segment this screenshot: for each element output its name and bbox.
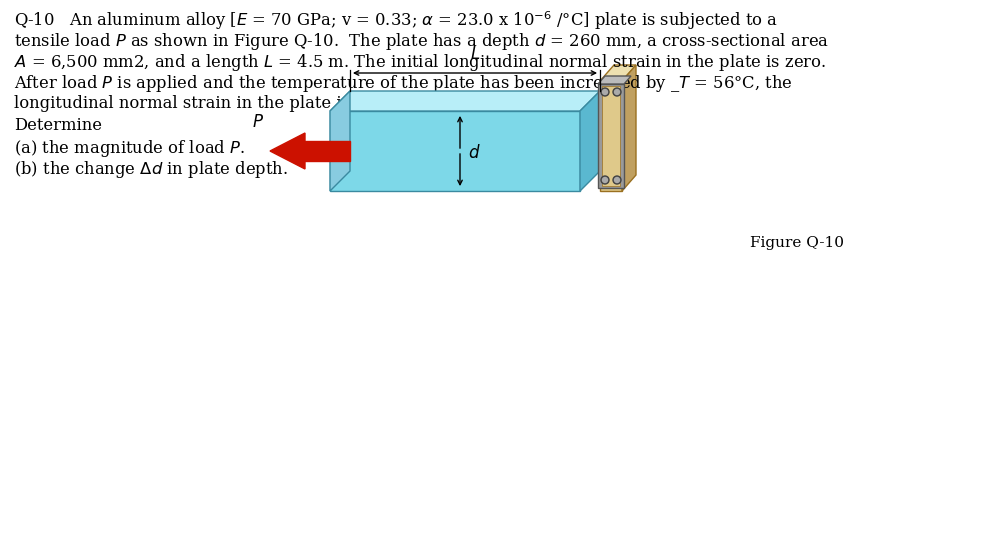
Polygon shape: [330, 91, 600, 111]
Circle shape: [613, 88, 621, 96]
Text: $P$: $P$: [252, 114, 264, 131]
Polygon shape: [330, 111, 580, 191]
Text: tensile load $P$ as shown in Figure Q-10.  The plate has a depth $d$ = 260 mm, a: tensile load $P$ as shown in Figure Q-10…: [14, 31, 829, 51]
Polygon shape: [270, 133, 305, 169]
Circle shape: [603, 177, 608, 182]
Text: longitudinal normal strain in the plate is found to be 2,950 μm/m (με)..: longitudinal normal strain in the plate …: [14, 95, 602, 112]
Polygon shape: [622, 65, 636, 191]
Text: (a) the magnitude of load $P$.: (a) the magnitude of load $P$.: [14, 138, 245, 159]
Polygon shape: [580, 91, 600, 191]
Circle shape: [601, 88, 609, 96]
Polygon shape: [600, 81, 622, 191]
Circle shape: [603, 90, 608, 94]
Text: Figure Q-10: Figure Q-10: [750, 236, 844, 250]
Polygon shape: [598, 84, 624, 188]
Polygon shape: [598, 76, 631, 84]
Text: $A$ = 6,500 mm2, and a length $L$ = 4.5 m. The initial longitudinal normal strai: $A$ = 6,500 mm2, and a length $L$ = 4.5 …: [14, 52, 827, 73]
Polygon shape: [602, 86, 620, 186]
Polygon shape: [600, 65, 636, 81]
Text: (b) the change $\Delta d$ in plate depth.: (b) the change $\Delta d$ in plate depth…: [14, 159, 288, 181]
Circle shape: [615, 177, 620, 182]
Text: After load $P$ is applied and the temperature of the plate has been increased by: After load $P$ is applied and the temper…: [14, 74, 793, 94]
Text: $L$: $L$: [470, 46, 480, 63]
Polygon shape: [330, 91, 350, 191]
Polygon shape: [302, 141, 350, 161]
Text: Determine: Determine: [14, 116, 102, 134]
Circle shape: [613, 176, 621, 184]
Text: Q-10   An aluminum alloy [$E$ = 70 GPa; v = 0.33; $\alpha$ = 23.0 x 10$^{-6}$ /°: Q-10 An aluminum alloy [$E$ = 70 GPa; v …: [14, 9, 778, 32]
Text: $d$: $d$: [468, 144, 481, 162]
Circle shape: [601, 176, 609, 184]
Circle shape: [615, 90, 620, 94]
